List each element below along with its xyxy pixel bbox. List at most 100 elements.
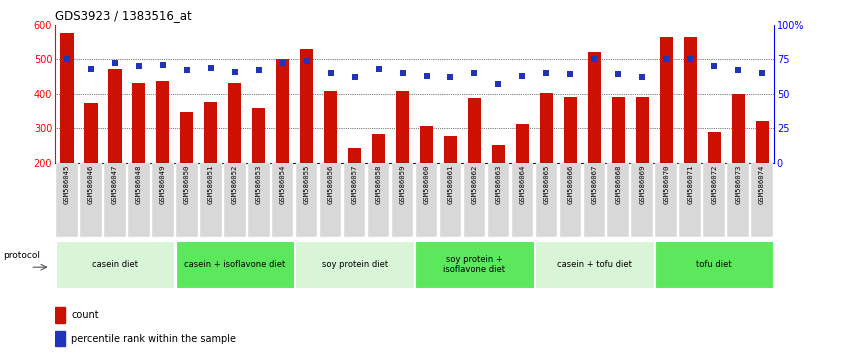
Bar [132, 84, 146, 163]
Text: GSM586063: GSM586063 [496, 165, 502, 205]
Bar [60, 33, 74, 163]
Point [348, 74, 361, 80]
Text: GSM586067: GSM586067 [591, 165, 597, 205]
Point [612, 72, 625, 77]
Bar [276, 59, 289, 163]
FancyBboxPatch shape [559, 163, 581, 237]
FancyBboxPatch shape [536, 241, 653, 288]
Text: protocol: protocol [3, 251, 40, 260]
Text: GSM586062: GSM586062 [471, 165, 477, 205]
FancyBboxPatch shape [104, 163, 126, 237]
Bar [180, 112, 194, 163]
Bar [324, 91, 338, 163]
FancyBboxPatch shape [343, 163, 365, 237]
Point [108, 61, 122, 66]
Text: GSM586046: GSM586046 [88, 165, 94, 205]
Text: casein diet: casein diet [92, 260, 138, 269]
FancyBboxPatch shape [487, 163, 509, 237]
FancyBboxPatch shape [224, 163, 245, 237]
Text: GDS3923 / 1383516_at: GDS3923 / 1383516_at [55, 9, 192, 22]
Text: GSM586047: GSM586047 [112, 165, 118, 205]
FancyBboxPatch shape [512, 163, 533, 237]
FancyBboxPatch shape [296, 163, 317, 237]
Point [180, 68, 194, 73]
Bar [516, 124, 529, 163]
Point [515, 73, 530, 79]
Text: GSM586050: GSM586050 [184, 165, 190, 205]
FancyBboxPatch shape [631, 163, 653, 237]
Text: GSM586071: GSM586071 [687, 165, 693, 205]
Point [660, 56, 673, 62]
FancyBboxPatch shape [751, 163, 773, 237]
FancyBboxPatch shape [152, 163, 173, 237]
Bar [396, 91, 409, 163]
Text: GSM586074: GSM586074 [759, 165, 765, 205]
Bar [204, 102, 217, 163]
Point [252, 68, 266, 73]
FancyBboxPatch shape [655, 241, 773, 288]
Text: soy protein diet: soy protein diet [321, 260, 387, 269]
Point [444, 74, 458, 80]
Bar [444, 136, 457, 163]
Bar [612, 97, 625, 163]
Bar [157, 81, 169, 163]
Text: GSM586052: GSM586052 [232, 165, 238, 205]
Text: GSM586073: GSM586073 [735, 165, 741, 205]
FancyBboxPatch shape [248, 163, 270, 237]
Bar [563, 97, 577, 163]
FancyBboxPatch shape [679, 163, 701, 237]
Point [420, 73, 433, 79]
Point [587, 56, 601, 62]
Bar [252, 108, 266, 163]
FancyBboxPatch shape [728, 163, 749, 237]
Bar [588, 52, 601, 163]
FancyBboxPatch shape [440, 163, 461, 237]
FancyBboxPatch shape [272, 163, 294, 237]
Point [228, 69, 242, 75]
FancyBboxPatch shape [607, 163, 629, 237]
Text: GSM586056: GSM586056 [327, 165, 333, 205]
Text: casein + tofu diet: casein + tofu diet [557, 260, 632, 269]
Text: GSM586048: GSM586048 [136, 165, 142, 205]
Bar [732, 94, 744, 163]
Text: GSM586054: GSM586054 [280, 165, 286, 205]
Bar [228, 84, 241, 163]
Point [276, 61, 289, 66]
Text: GSM586069: GSM586069 [640, 165, 645, 205]
Point [468, 70, 481, 76]
Text: GSM586049: GSM586049 [160, 165, 166, 205]
Text: GSM586045: GSM586045 [64, 165, 70, 205]
Point [299, 58, 313, 63]
FancyBboxPatch shape [703, 163, 725, 237]
Point [540, 70, 553, 76]
FancyBboxPatch shape [584, 163, 605, 237]
Point [396, 70, 409, 76]
Bar [348, 148, 361, 163]
Bar [492, 145, 505, 163]
Point [563, 72, 577, 77]
FancyBboxPatch shape [415, 163, 437, 237]
Point [755, 70, 769, 76]
Bar [540, 93, 553, 163]
Text: casein + isoflavone diet: casein + isoflavone diet [184, 260, 285, 269]
FancyBboxPatch shape [176, 241, 294, 288]
FancyBboxPatch shape [536, 163, 558, 237]
Text: GSM586065: GSM586065 [543, 165, 549, 205]
Text: percentile rank within the sample: percentile rank within the sample [71, 333, 236, 344]
Text: count: count [71, 310, 99, 320]
Text: soy protein +
isoflavone diet: soy protein + isoflavone diet [443, 255, 505, 274]
Bar [660, 37, 673, 163]
Text: GSM586055: GSM586055 [304, 165, 310, 205]
Text: GSM586064: GSM586064 [519, 165, 525, 205]
Bar [684, 37, 697, 163]
FancyBboxPatch shape [295, 241, 414, 288]
Bar [55, 307, 64, 323]
Text: GSM586070: GSM586070 [663, 165, 669, 205]
Bar [755, 121, 769, 163]
FancyBboxPatch shape [128, 163, 150, 237]
Text: GSM586061: GSM586061 [448, 165, 453, 205]
Point [324, 70, 338, 76]
Point [635, 74, 649, 80]
Point [60, 56, 74, 62]
Bar [372, 133, 385, 163]
